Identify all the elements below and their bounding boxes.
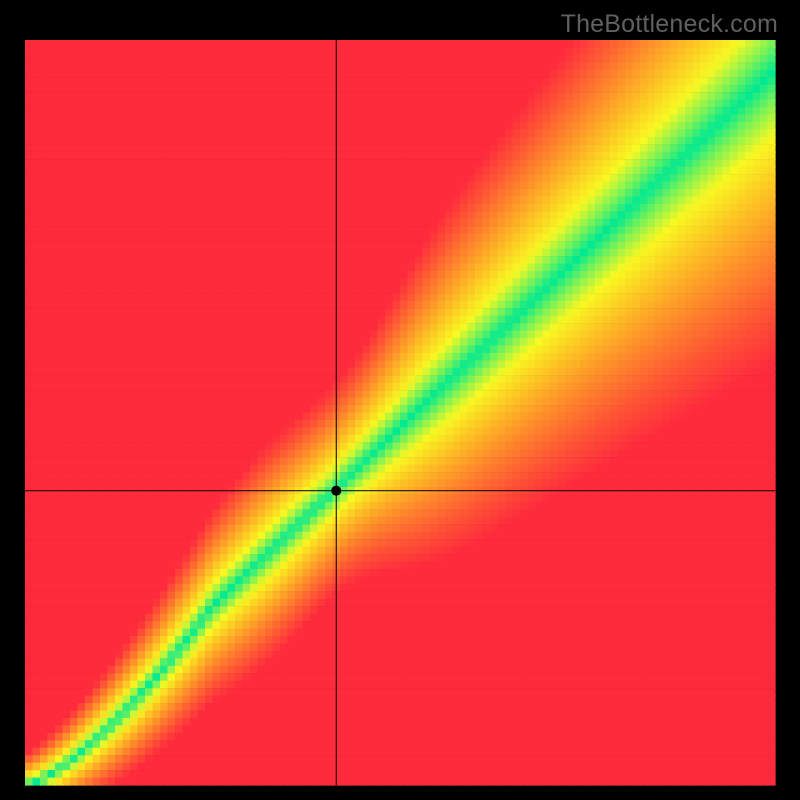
heatmap-canvas [0, 0, 800, 800]
chart-container: TheBottleneck.com [0, 0, 800, 800]
watermark-text: TheBottleneck.com [561, 10, 778, 39]
